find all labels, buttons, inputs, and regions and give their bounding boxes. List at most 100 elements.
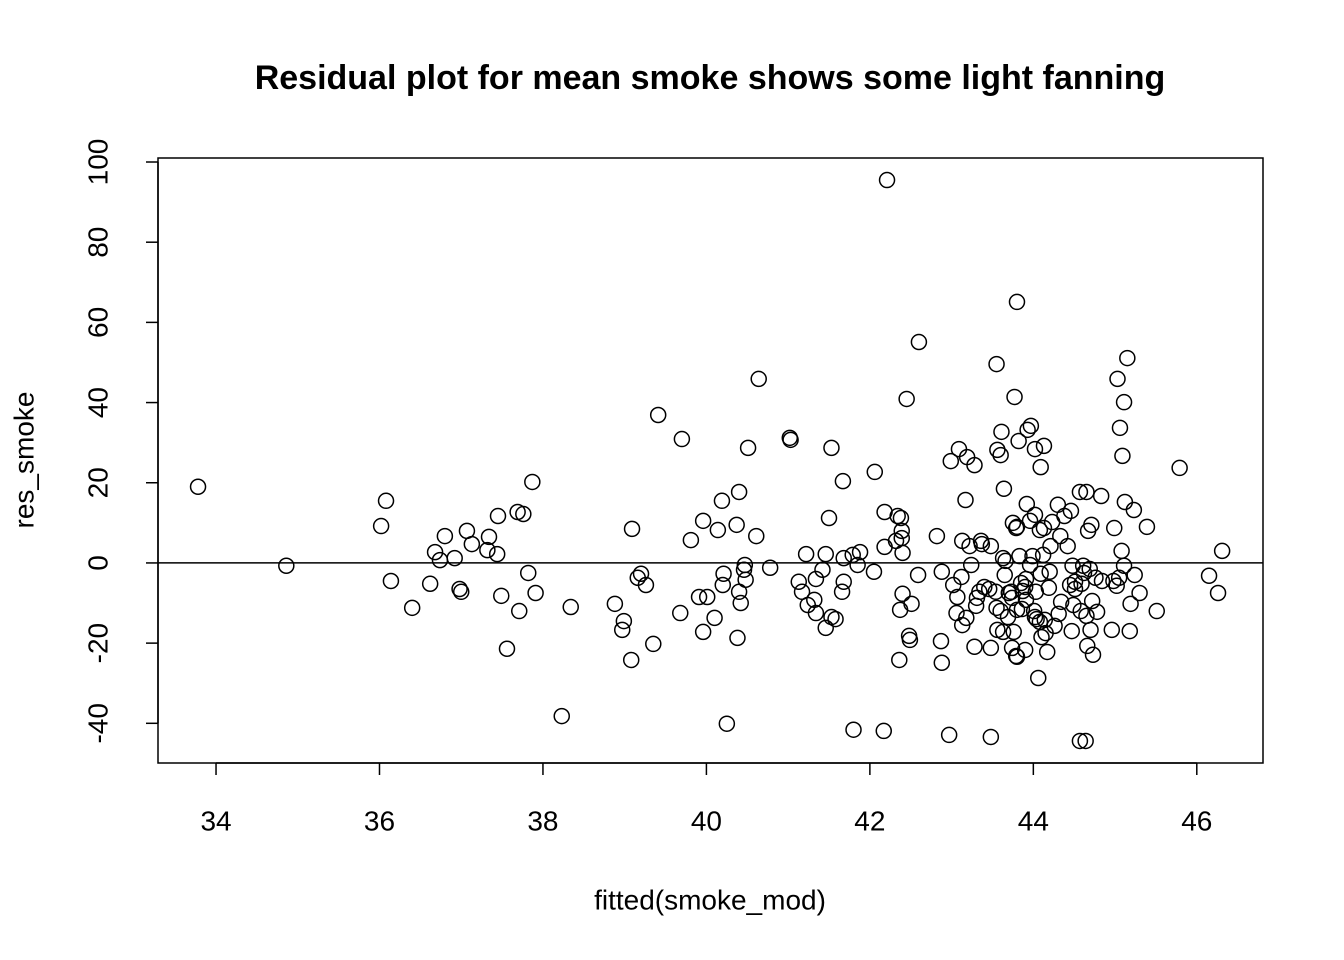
- point: [1017, 591, 1035, 609]
- x-tick-label: 34: [200, 805, 231, 836]
- point: [1061, 576, 1079, 594]
- point: [1209, 584, 1227, 602]
- y-tick-label: 20: [82, 467, 113, 498]
- point: [875, 722, 893, 740]
- point: [1003, 639, 1021, 657]
- y-tick-label: 60: [82, 307, 113, 338]
- point: [189, 478, 207, 496]
- point: [1110, 569, 1128, 587]
- point: [1050, 605, 1067, 623]
- point: [928, 527, 946, 545]
- point: [1032, 565, 1049, 583]
- point: [382, 572, 400, 590]
- point: [1021, 556, 1039, 574]
- point: [730, 483, 748, 501]
- point: [1011, 547, 1028, 565]
- point: [962, 556, 980, 574]
- point: [1026, 608, 1044, 626]
- point: [562, 598, 579, 616]
- point: [823, 439, 840, 457]
- point: [953, 568, 970, 586]
- point: [973, 535, 991, 553]
- point: [1014, 582, 1031, 600]
- point: [1016, 578, 1034, 596]
- point: [714, 576, 732, 594]
- point: [493, 587, 510, 605]
- point: [876, 538, 893, 556]
- point: [994, 623, 1012, 641]
- point: [909, 566, 927, 584]
- point: [451, 580, 468, 598]
- point: [463, 535, 481, 553]
- point: [737, 571, 754, 589]
- point: [992, 446, 1009, 464]
- point: [728, 516, 745, 534]
- point: [894, 544, 911, 562]
- point: [739, 439, 757, 457]
- point: [889, 507, 906, 525]
- y-tick-label: -40: [82, 703, 113, 743]
- y-tick-label: 40: [82, 387, 113, 418]
- point: [966, 638, 983, 655]
- point: [706, 609, 723, 627]
- point: [1119, 349, 1136, 367]
- point: [933, 563, 951, 581]
- point: [942, 452, 960, 470]
- point: [1081, 560, 1098, 578]
- point: [613, 621, 631, 639]
- point: [1116, 493, 1134, 511]
- point: [932, 632, 950, 650]
- x-tick-label: 46: [1181, 805, 1212, 836]
- point: [1115, 393, 1133, 411]
- point: [1005, 623, 1022, 641]
- point: [901, 631, 919, 649]
- point: [672, 604, 689, 622]
- point: [1056, 507, 1073, 525]
- point: [673, 430, 691, 448]
- point: [1052, 593, 1070, 611]
- point: [851, 543, 869, 561]
- point: [993, 423, 1010, 441]
- point: [1004, 514, 1022, 532]
- point: [849, 556, 866, 574]
- point: [1026, 506, 1044, 524]
- point: [1071, 732, 1089, 750]
- point: [1035, 519, 1053, 537]
- point: [894, 585, 911, 603]
- point: [982, 639, 1000, 657]
- point: [1036, 611, 1054, 629]
- point: [1131, 584, 1148, 602]
- point: [1111, 419, 1129, 437]
- point: [1122, 595, 1139, 613]
- point: [1008, 601, 1026, 619]
- point: [479, 541, 496, 559]
- point: [1126, 566, 1143, 584]
- point: [1093, 572, 1111, 590]
- point: [994, 549, 1012, 567]
- point: [377, 492, 395, 510]
- point: [940, 726, 958, 744]
- y-tick-label: 100: [82, 139, 113, 186]
- point: [898, 390, 915, 408]
- point: [1073, 575, 1090, 593]
- x-tick-label: 36: [364, 805, 395, 836]
- point: [421, 575, 439, 593]
- point: [1006, 388, 1023, 406]
- point: [480, 528, 498, 546]
- point: [1200, 567, 1218, 585]
- point: [511, 602, 528, 620]
- point: [782, 431, 799, 449]
- point: [807, 570, 825, 588]
- point: [1213, 542, 1231, 560]
- point: [790, 573, 808, 591]
- point: [436, 527, 454, 545]
- point: [623, 520, 641, 538]
- point: [1063, 622, 1080, 640]
- point: [1021, 512, 1039, 530]
- point: [1000, 584, 1018, 602]
- point: [933, 654, 951, 672]
- point: [989, 441, 1006, 459]
- point: [845, 721, 862, 738]
